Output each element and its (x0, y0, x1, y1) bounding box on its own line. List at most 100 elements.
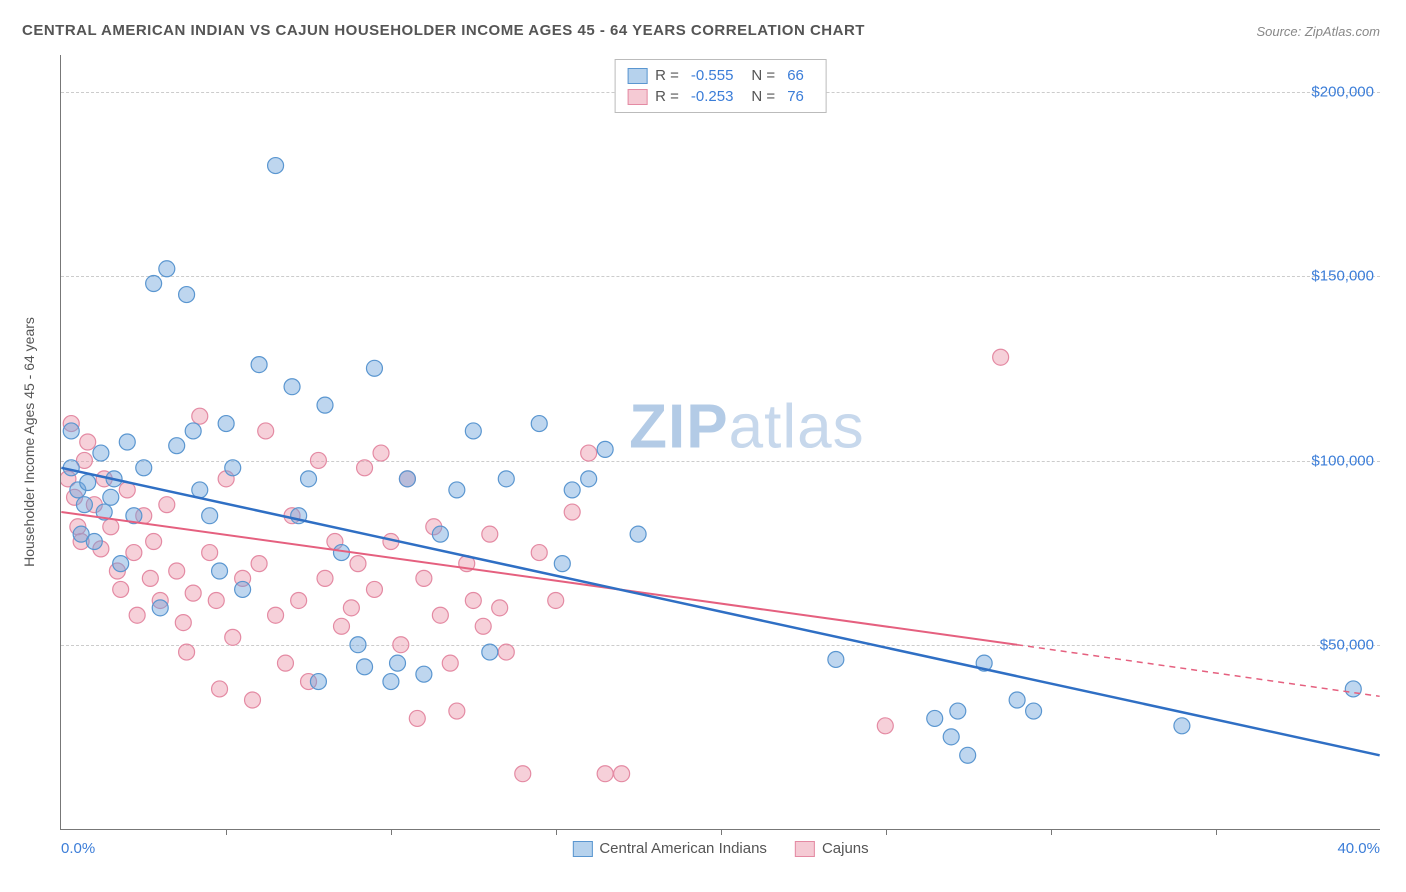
data-point (943, 729, 959, 745)
swatch-pink-icon (795, 841, 815, 857)
r-label: R = (655, 88, 679, 105)
data-point (416, 666, 432, 682)
data-point (1026, 703, 1042, 719)
data-point (366, 581, 382, 597)
data-point (357, 460, 373, 476)
x-tick (886, 829, 887, 835)
swatch-blue-icon (627, 68, 647, 84)
data-point (581, 445, 597, 461)
data-point (357, 659, 373, 675)
trend-line (61, 468, 1379, 755)
data-point (225, 629, 241, 645)
data-point (284, 379, 300, 395)
legend-item-pink: Cajuns (795, 840, 869, 857)
swatch-pink-icon (627, 89, 647, 105)
data-point (393, 637, 409, 653)
data-point (113, 556, 129, 572)
data-point (475, 618, 491, 634)
data-point (268, 158, 284, 174)
data-point (564, 482, 580, 498)
data-point (334, 618, 350, 634)
data-point (630, 526, 646, 542)
plot-area: ZIPatlas Householder Income Ages 45 - 64… (60, 55, 1380, 830)
data-point (175, 615, 191, 631)
data-point (212, 563, 228, 579)
chart-title: CENTRAL AMERICAN INDIAN VS CAJUN HOUSEHO… (22, 22, 865, 39)
legend-label-blue: Central American Indians (599, 840, 767, 857)
data-point (366, 360, 382, 376)
data-point (449, 703, 465, 719)
data-point (185, 423, 201, 439)
data-point (202, 508, 218, 524)
n-label: N = (751, 67, 775, 84)
data-point (350, 637, 366, 653)
x-tick (1216, 829, 1217, 835)
data-point (235, 581, 251, 597)
data-point (129, 607, 145, 623)
data-point (103, 489, 119, 505)
data-point (399, 471, 415, 487)
data-point (192, 408, 208, 424)
series-legend: Central American Indians Cajuns (572, 840, 868, 857)
legend-item-blue: Central American Indians (572, 840, 767, 857)
x-tick (226, 829, 227, 835)
data-point (159, 261, 175, 277)
data-point (202, 545, 218, 561)
y-axis-label: Householder Income Ages 45 - 64 years (21, 317, 37, 567)
x-tick (391, 829, 392, 835)
data-point (76, 497, 92, 513)
data-point (343, 600, 359, 616)
data-point (390, 655, 406, 671)
data-point (212, 681, 228, 697)
legend-label-pink: Cajuns (822, 840, 869, 857)
data-point (1174, 718, 1190, 734)
data-point (179, 644, 195, 660)
data-point (310, 674, 326, 690)
data-point (498, 471, 514, 487)
r-value-blue: -0.555 (691, 67, 734, 84)
data-point (465, 423, 481, 439)
data-point (950, 703, 966, 719)
data-point (103, 519, 119, 535)
data-point (531, 545, 547, 561)
data-point (251, 556, 267, 572)
swatch-blue-icon (572, 841, 592, 857)
data-point (93, 445, 109, 461)
data-point (614, 766, 630, 782)
r-value-pink: -0.253 (691, 88, 734, 105)
data-point (86, 534, 102, 550)
data-point (268, 607, 284, 623)
data-point (409, 710, 425, 726)
data-point (179, 287, 195, 303)
data-point (1009, 692, 1025, 708)
data-point (492, 600, 508, 616)
data-point (564, 504, 580, 520)
data-point (169, 563, 185, 579)
data-point (531, 416, 547, 432)
data-point (169, 438, 185, 454)
data-point (208, 592, 224, 608)
data-point (152, 600, 168, 616)
scatter-plot (61, 55, 1380, 829)
data-point (63, 423, 79, 439)
data-point (597, 766, 613, 782)
data-point (498, 644, 514, 660)
data-point (449, 482, 465, 498)
data-point (225, 460, 241, 476)
data-point (416, 570, 432, 586)
data-point (136, 460, 152, 476)
data-point (142, 570, 158, 586)
source-attribution: Source: ZipAtlas.com (1256, 24, 1380, 39)
data-point (317, 397, 333, 413)
legend-row-pink: R = -0.253 N = 76 (627, 86, 814, 107)
data-point (310, 452, 326, 468)
data-point (146, 276, 162, 292)
trend-line (61, 512, 1017, 645)
x-tick (1051, 829, 1052, 835)
data-point (515, 766, 531, 782)
data-point (927, 710, 943, 726)
x-axis-max-label: 40.0% (1337, 840, 1380, 857)
data-point (828, 651, 844, 667)
x-tick (556, 829, 557, 835)
x-axis-min-label: 0.0% (61, 840, 95, 857)
